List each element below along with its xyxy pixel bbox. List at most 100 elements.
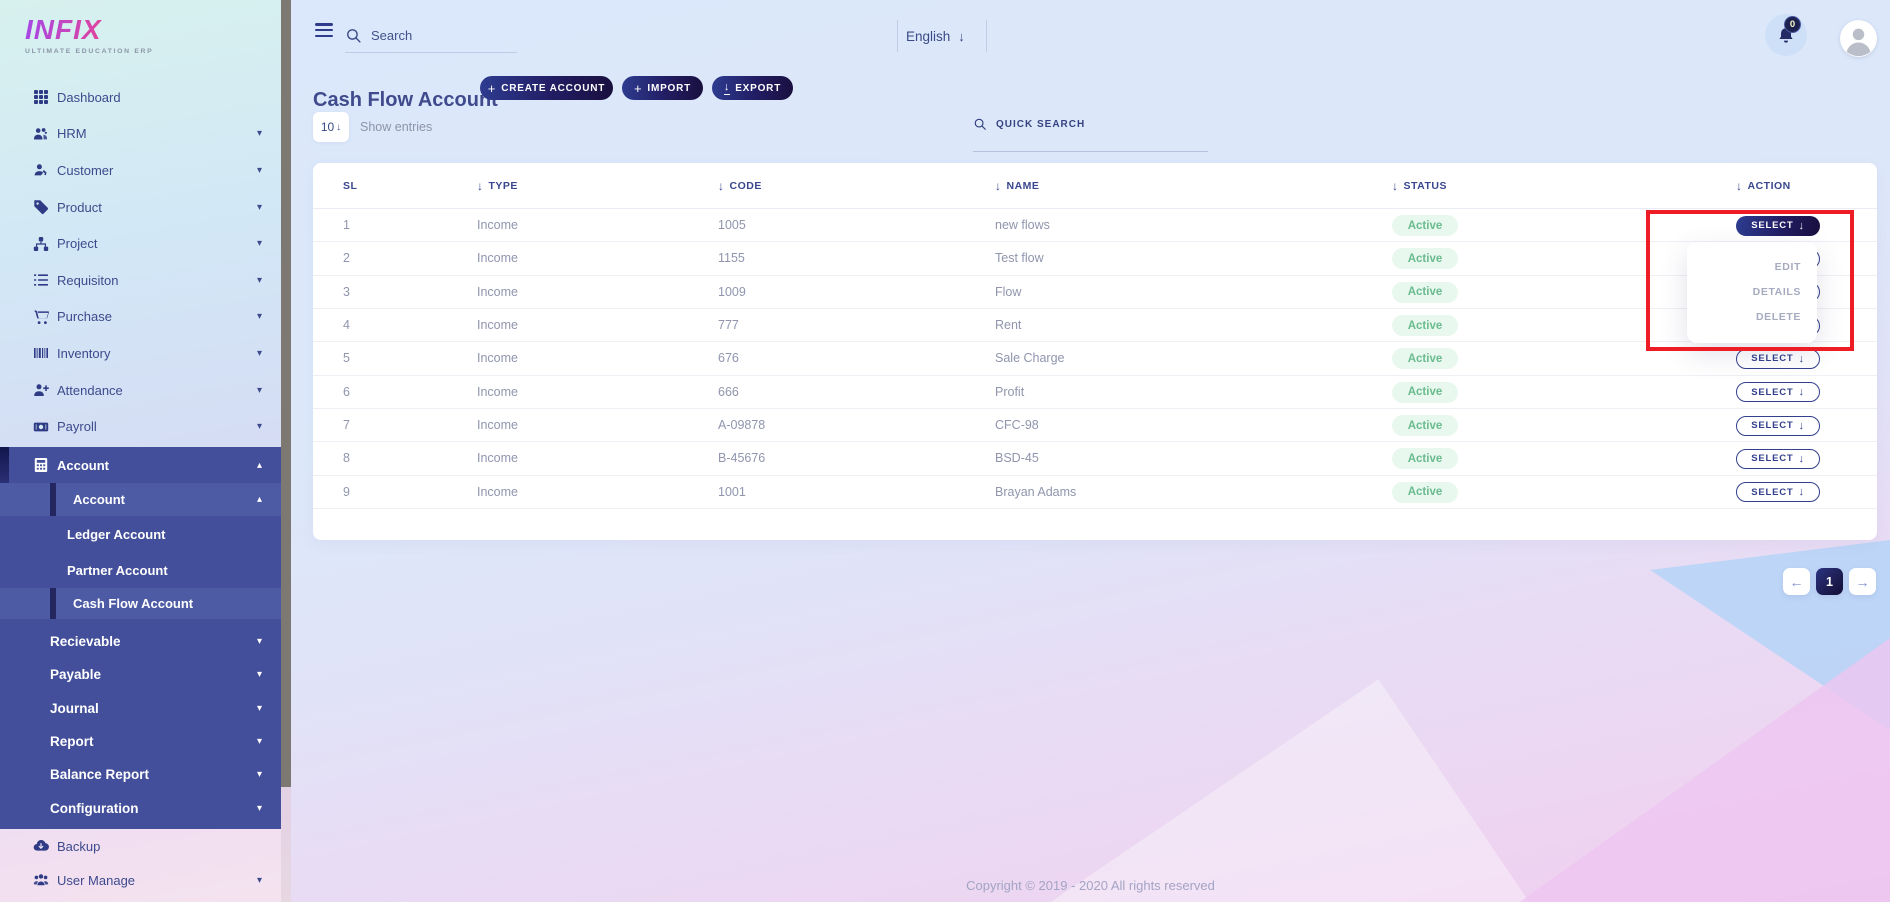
sidebar-item-recievable[interactable]: Recievable ▾ (0, 625, 281, 658)
select-button-open[interactable]: SELECT ↓ (1736, 215, 1820, 236)
select-button[interactable]: SELECT ↓ (1736, 348, 1820, 369)
action-menu-item-delete[interactable]: DELETE (1755, 311, 1801, 323)
action-menu-item-edit[interactable]: EDIT (1774, 261, 1801, 273)
sidebar-subitem-label: Partner Account (67, 562, 168, 578)
payroll-icon (33, 419, 49, 435)
chevron-down-icon: ▾ (256, 347, 262, 359)
cell-code: 676 (718, 351, 739, 366)
column-header-code[interactable]: ↓ CODE (718, 163, 762, 209)
sidebar-subitem-partner-account[interactable]: Partner Account (0, 552, 281, 588)
cell-name: Profit (995, 384, 1025, 399)
cell-sl: 4 (343, 318, 350, 333)
sidebar-item-balance-report[interactable]: Balance Report ▾ (0, 758, 281, 791)
sidebar-item-attendance[interactable]: Attendance ▾ (0, 372, 281, 409)
sidebar-top-nav: Dashboard ▾ HRM ▾ Customer ▾ Product ▾ P… (0, 79, 281, 445)
sidebar-subitem-account[interactable]: Account ▴ (0, 483, 281, 516)
chevron-down-icon: ▾ (256, 874, 262, 886)
chevron-up-icon: ▴ (256, 459, 262, 471)
column-header-name[interactable]: ↓ NAME (995, 163, 1039, 209)
footer-copyright: Copyright © 2019 - 2020 All rights reser… (966, 878, 1215, 893)
entries-per-page-value: 10 (320, 120, 335, 134)
sidebar-item-hrm[interactable]: HRM ▾ (0, 116, 281, 153)
sidebar-item-user-manage[interactable]: User Manage ▾ (0, 863, 281, 897)
quick-search-icon (973, 117, 987, 131)
cell-sl: 8 (343, 451, 350, 466)
export-label: EXPORT (735, 82, 782, 94)
brand-logo[interactable]: INFIX ULTIMATE EDUCATION ERP (25, 14, 245, 55)
sidebar-item-dashboard[interactable]: Dashboard ▾ (0, 79, 281, 116)
sidebar-item-payroll[interactable]: Payroll ▾ (0, 408, 281, 445)
sidebar-item-project[interactable]: Project ▾ (0, 225, 281, 262)
sort-arrow-icon: ↓ (995, 179, 1002, 193)
language-dropdown[interactable]: English ↓ (906, 20, 965, 52)
pagination-prev-button[interactable]: ← (1783, 568, 1810, 595)
sidebar-item-product[interactable]: Product ▾ (0, 189, 281, 226)
sidebar-dark-groups: Recievable ▾ Payable ▾ Journal ▾ Report … (0, 619, 281, 825)
arrow-down-icon: ↓ (1798, 419, 1805, 432)
notifications-button[interactable]: 0 (1765, 14, 1807, 56)
sidebar-group-label: Journal (50, 700, 99, 716)
column-header-action[interactable]: ↓ ACTION (1736, 163, 1791, 209)
cell-code: 1005 (718, 218, 746, 232)
cell-type: Income (477, 384, 518, 399)
action-menu-item-details[interactable]: DETAILS (1752, 286, 1801, 298)
cell-type: Income (477, 418, 518, 433)
select-button[interactable]: SELECT ↓ (1736, 448, 1820, 469)
sidebar-item-configuration[interactable]: Configuration ▾ (0, 791, 281, 824)
chevron-down-icon: ▾ (256, 274, 262, 286)
sidebar-scrollbar-thumb[interactable] (281, 0, 291, 787)
quick-search-input[interactable] (994, 111, 1206, 137)
arrow-down-icon: ↓ (1798, 386, 1805, 399)
select-button[interactable]: SELECT ↓ (1736, 482, 1820, 503)
topbar-search-input[interactable] (369, 22, 515, 48)
sidebar-subitem-ledger-account[interactable]: Ledger Account (0, 516, 281, 552)
sidebar-item-inventory[interactable]: Inventory ▾ (0, 335, 281, 372)
import-button[interactable]: + IMPORT (622, 76, 703, 100)
bg-triangle-pink (1519, 638, 1890, 902)
hrm-icon (33, 126, 49, 142)
column-header-label: ACTION (1747, 180, 1791, 192)
column-header-label: NAME (1006, 180, 1040, 192)
sort-arrow-icon: ↓ (718, 179, 725, 193)
column-header-type[interactable]: ↓ TYPE (477, 163, 518, 209)
active-stripe (50, 483, 56, 516)
sidebar-item-purchase[interactable]: Purchase ▾ (0, 299, 281, 336)
sidebar-item-account[interactable]: Account ▴ (0, 447, 281, 483)
create-account-button[interactable]: + CREATE ACCOUNT (480, 76, 613, 100)
entries-per-page-select[interactable]: 10 ↓ (313, 112, 349, 142)
notification-badge: 0 (1784, 16, 1801, 33)
cell-type: Income (477, 284, 518, 299)
column-header-label: TYPE (488, 180, 518, 192)
product-icon (33, 199, 49, 215)
column-header-label: STATUS (1403, 180, 1447, 192)
sidebar-item-backup[interactable]: Backup ▾ (0, 829, 281, 863)
hamburger-menu-icon[interactable] (315, 23, 333, 39)
plus-icon: + (487, 80, 497, 96)
select-button[interactable]: SELECT ↓ (1736, 382, 1820, 403)
sidebar-subitem-cash-flow-account[interactable]: Cash Flow Account (0, 588, 281, 619)
pagination-next-button[interactable]: → (1849, 568, 1876, 595)
column-header-label: CODE (729, 180, 762, 192)
chevron-down-icon: ▾ (256, 311, 262, 323)
sidebar-item-customer[interactable]: Customer ▾ (0, 152, 281, 189)
sidebar-item-journal[interactable]: Journal ▾ (0, 692, 281, 725)
user-avatar[interactable] (1840, 20, 1877, 57)
export-button[interactable]: ↓ EXPORT (712, 76, 793, 100)
sidebar-item-requisiton[interactable]: Requisiton ▾ (0, 262, 281, 299)
status-badge: Active (1392, 481, 1458, 503)
column-header-status[interactable]: ↓ STATUS (1392, 163, 1447, 209)
cell-sl: 1 (343, 218, 350, 232)
sidebar-item-label: Inventory (57, 345, 111, 361)
sidebar-subitem-label: Ledger Account (67, 526, 166, 542)
select-button[interactable]: SELECT ↓ (1736, 415, 1820, 436)
sidebar-item-payable[interactable]: Payable ▾ (0, 658, 281, 691)
requisition-icon (33, 272, 49, 288)
arrow-down-icon: ↓ (1798, 352, 1805, 365)
import-label: IMPORT (647, 82, 692, 94)
sidebar-item-report[interactable]: Report ▾ (0, 725, 281, 758)
cell-name: new flows (995, 218, 1050, 232)
chevron-down-icon: ▾ (256, 769, 262, 781)
pagination-page-1[interactable]: 1 (1816, 568, 1843, 595)
account-children-mount: Ledger Account Partner Account Cash Flow… (0, 516, 281, 619)
cell-sl: 9 (343, 484, 350, 499)
